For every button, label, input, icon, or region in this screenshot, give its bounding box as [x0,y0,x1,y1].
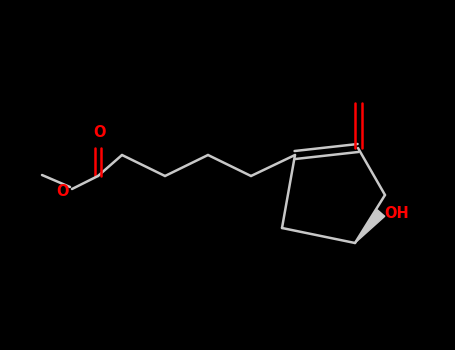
Text: O: O [56,183,69,198]
Polygon shape [355,210,385,243]
Text: O: O [93,125,105,140]
Text: OH: OH [384,206,409,222]
